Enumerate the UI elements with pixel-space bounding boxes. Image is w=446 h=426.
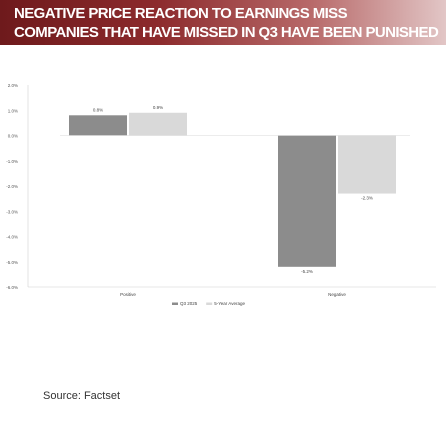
y-tick-label: 1.0% — [8, 108, 18, 113]
y-tick-label: -2.0% — [6, 184, 18, 189]
bar-negative-q3 — [278, 135, 336, 267]
data-label: 0.9% — [153, 105, 163, 110]
legend-label: Q3 2025 — [180, 301, 198, 306]
bar-positive-avg — [129, 112, 187, 136]
y-tick-label: -5.0% — [6, 260, 18, 265]
y-tick-label: -6.0% — [6, 285, 18, 290]
legend-label: 5-Year Average — [214, 301, 245, 306]
x-category-label: Negative — [328, 292, 346, 297]
legend-swatch — [206, 302, 213, 305]
x-category-label: Positive — [120, 292, 136, 297]
bar-negative-avg — [338, 135, 396, 194]
chart-title-line-1: NEGATIVE PRICE REACTION TO EARNINGS MISS — [14, 5, 348, 22]
source-note: Source: Factset — [43, 390, 121, 402]
legend-swatch — [172, 302, 178, 305]
data-label: -2.3% — [361, 196, 373, 201]
chart-title-line-2: COMPANIES THAT HAVE MISSED IN Q3 HAVE BE… — [14, 24, 439, 41]
bar-chart: 2.0% 1.0% 0.0% -1.0% -2.0% -3.0% -4.0% -5.0% -6.… — [6, 83, 436, 306]
title-banner: NEGATIVE PRICE REACTION TO EARNINGS MISS… — [0, 0, 446, 45]
y-tick-label: 0.0% — [8, 134, 18, 139]
chart-area: 2.0% 1.0% 0.0% -1.0% -2.0% -3.0% -4.0% -5.0% -6.… — [0, 68, 446, 313]
data-label: -5.2% — [301, 269, 313, 274]
y-tick-label: -1.0% — [6, 159, 18, 164]
y-tick-label: 2.0% — [8, 83, 18, 88]
y-tick-label: -3.0% — [6, 209, 18, 214]
bar-positive-q3 — [69, 115, 127, 136]
y-tick-label: -4.0% — [6, 235, 18, 240]
data-label: 0.8% — [93, 107, 103, 112]
